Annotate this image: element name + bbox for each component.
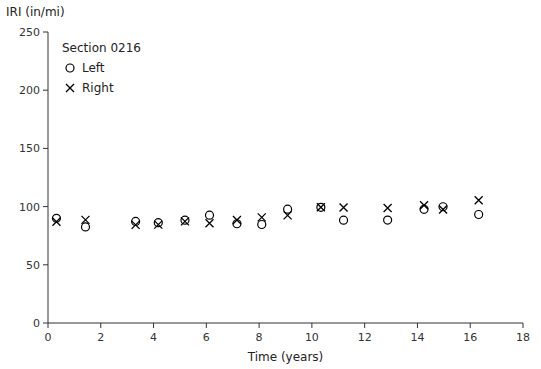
point [340,216,348,224]
x-tick-label: 14 [410,331,424,344]
x-tick [259,323,260,328]
point [233,216,241,224]
x-tick-label: 6 [203,331,210,344]
y-tick [43,32,48,33]
x-tick [100,323,101,328]
x-tick [153,323,154,328]
legend-title: Section 0216 [62,41,141,55]
y-axis [48,32,49,323]
point [340,204,348,212]
point [439,206,447,214]
point [420,205,428,213]
x-tick-label: 18 [516,331,530,344]
point [317,203,325,211]
y-tick [43,264,48,265]
y-tick-label: 50 [26,259,40,272]
point [420,201,428,209]
point [181,217,189,225]
x-tick-label: 16 [463,331,477,344]
x-tick-label: 12 [358,331,372,344]
y-axis-label: IRI (in/mi) [6,5,65,19]
y-tick-label: 250 [19,26,40,39]
point [384,204,392,212]
x-tick-label: 8 [256,331,263,344]
y-tick-label: 100 [19,201,40,214]
point [206,219,214,227]
point [284,211,292,219]
point [206,211,214,219]
x-tick [417,323,418,328]
legend-marker [66,84,74,92]
x-tick-label: 10 [305,331,319,344]
x-tick [523,323,524,328]
y-tick [43,90,48,91]
x-tick [48,323,49,328]
point [317,203,325,211]
y-tick [43,323,48,324]
y-tick-label: 150 [19,142,40,155]
legend-label: Left [82,61,105,75]
y-tick [43,148,48,149]
x-tick [364,323,365,328]
point [258,213,266,221]
point [475,196,483,204]
point [81,216,89,224]
point [154,221,162,229]
x-tick [470,323,471,328]
chart: 0 2 4 6 8 10 12 14 16 18 0 50 100 150 200 250 Time (year… [0,0,541,369]
y-tick [43,206,48,207]
x-tick-label: 0 [45,331,52,344]
plot-area [52,196,482,231]
x-tick-label: 4 [150,331,157,344]
legend-marker [66,64,74,72]
point [384,216,392,224]
point [181,216,189,224]
x-tick [206,323,207,328]
x-axis-label: Time (years) [247,350,324,364]
legend-label: Right [82,81,114,95]
y-tick-label: 200 [19,84,40,97]
point [132,221,140,229]
point [81,223,89,231]
x-axis [48,323,523,324]
point [258,221,266,229]
x-tick-label: 2 [97,331,104,344]
point [52,218,60,226]
point [475,210,483,218]
x-tick [311,323,312,328]
legend: Section 0216 Left Right [62,41,141,95]
y-tick-label: 0 [33,317,40,330]
